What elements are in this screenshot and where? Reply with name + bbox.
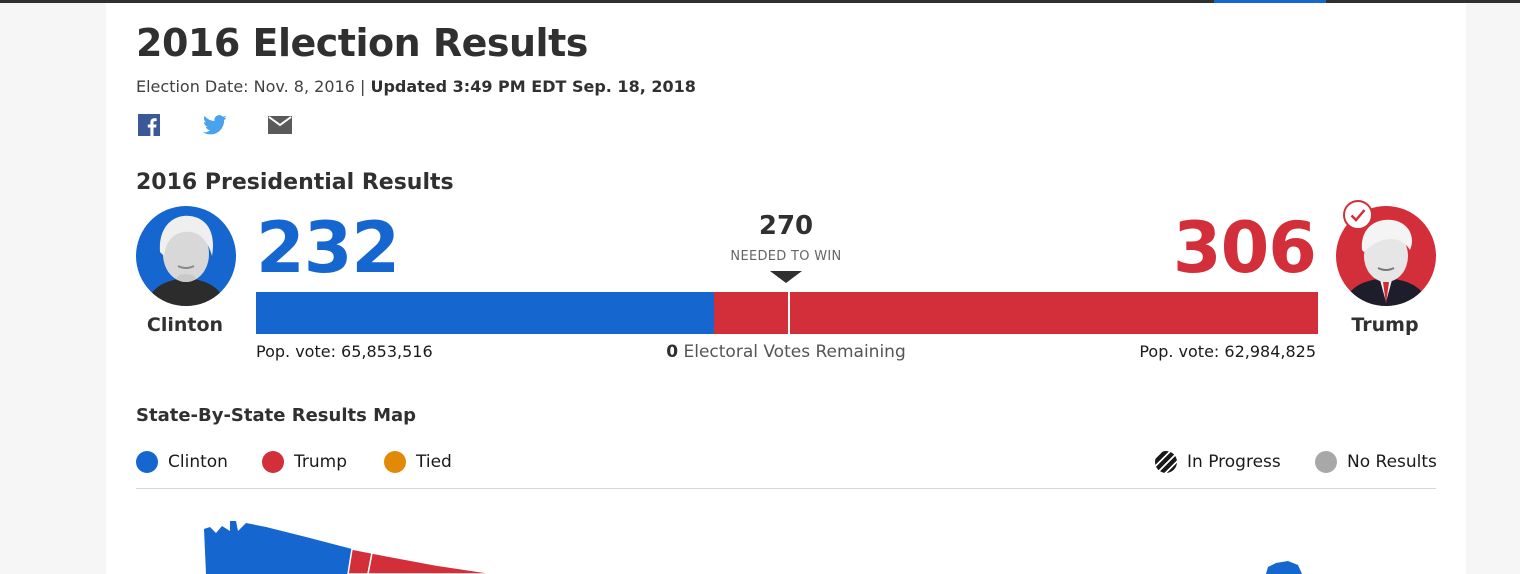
election-date: Election Date: Nov. 8, 2016 |: [136, 77, 366, 96]
state-washington[interactable]: [204, 521, 352, 574]
clinton-popular-vote: Pop. vote: 65,853,516: [256, 342, 433, 361]
email-share-button[interactable]: [267, 113, 293, 137]
legend-item-clinton: Clinton: [136, 451, 228, 473]
trump-name: Trump: [1351, 314, 1419, 336]
remaining-count: 0: [666, 342, 679, 362]
legend-divider: [136, 488, 1436, 489]
legend-label: No Results: [1347, 452, 1437, 472]
active-nav-indicator: [1214, 0, 1326, 3]
email-icon: [268, 116, 292, 134]
legend-label: In Progress: [1187, 452, 1281, 472]
page-title: 2016 Election Results: [136, 21, 588, 65]
state-idaho[interactable]: [347, 548, 373, 574]
threshold-marker: [788, 292, 791, 334]
top-border: [0, 0, 1520, 3]
needed-to-win-label: NEEDED TO WIN: [730, 249, 842, 264]
electoral-vote-bar: [256, 292, 1318, 334]
facebook-icon: [138, 114, 160, 136]
updated-timestamp: Updated 3:49 PM EDT Sep. 18, 2018: [370, 77, 696, 96]
winner-check-icon: [1343, 200, 1373, 230]
trump-portrait-icon: [1344, 219, 1428, 306]
us-results-map: [204, 521, 1302, 574]
legend-label: Trump: [294, 452, 348, 472]
state-maine[interactable]: [1266, 561, 1302, 574]
trump-electoral-votes: 306: [1172, 207, 1317, 289]
clinton-avatar: [136, 206, 236, 306]
legend-label: Clinton: [168, 452, 228, 472]
clinton-bar-segment: [256, 292, 714, 334]
results-panel: 2016 Election Results Election Date: Nov…: [106, 3, 1466, 574]
needed-to-win-arrow-icon: [770, 271, 802, 283]
remaining-label: Electoral Votes Remaining: [683, 342, 906, 362]
map-heading: State-By-State Results Map: [136, 405, 417, 426]
electoral-votes-remaining: 0 Electoral Votes Remaining: [586, 342, 986, 362]
election-meta: Election Date: Nov. 8, 2016 | Updated 3:…: [136, 77, 696, 96]
trump-popular-vote: Pop. vote: 62,984,825: [1139, 342, 1316, 361]
clinton-name: Clinton: [146, 314, 224, 336]
in-progress-hatch-icon: [1155, 451, 1177, 473]
clinton-electoral-votes: 232: [256, 207, 400, 289]
needed-to-win-number: 270: [758, 211, 814, 241]
legend-item-in-progress: In Progress: [1155, 451, 1281, 473]
legend-item-trump: Trump: [262, 451, 347, 473]
legend-label: Tied: [416, 452, 452, 472]
legend-item-no-results: No Results: [1315, 451, 1437, 473]
twitter-share-button[interactable]: [202, 113, 228, 137]
presidential-results-heading: 2016 Presidential Results: [136, 170, 454, 195]
state-montana[interactable]: [367, 552, 497, 574]
trump-avatar: [1336, 206, 1436, 306]
facebook-share-button[interactable]: [136, 113, 162, 137]
clinton-dot-icon: [136, 451, 158, 473]
clinton-portrait-icon: [146, 215, 226, 306]
trump-dot-icon: [262, 451, 284, 473]
legend-item-tied: Tied: [384, 451, 452, 473]
twitter-icon: [203, 115, 227, 135]
no-results-dot-icon: [1315, 451, 1337, 473]
tied-dot-icon: [384, 451, 406, 473]
